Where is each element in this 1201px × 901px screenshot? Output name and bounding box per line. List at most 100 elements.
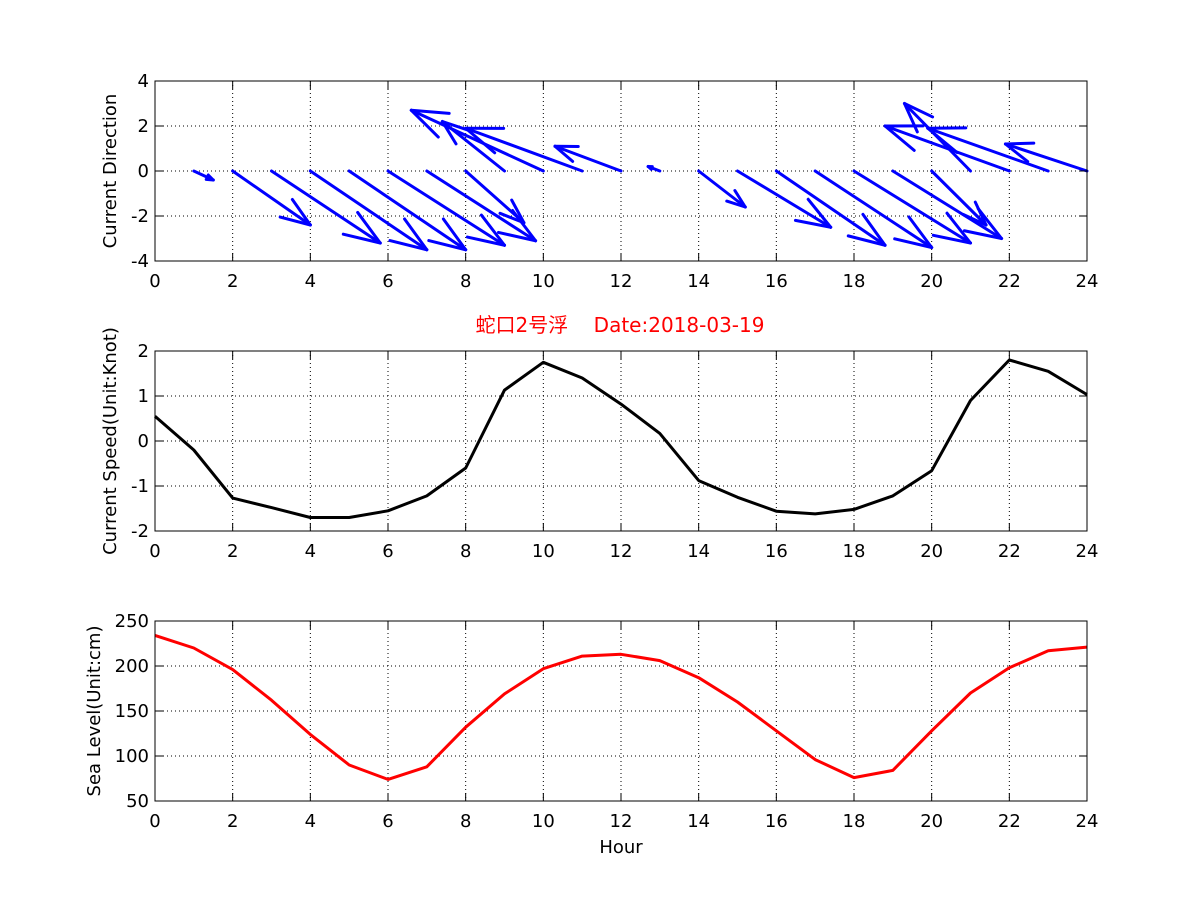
arrow-shaft [409,108,545,173]
y-tick-label: 50 [126,791,149,812]
x-tick-label: 16 [765,541,788,562]
x-tick-label: 18 [843,811,866,832]
current-arrow [409,108,545,173]
arrow-head [388,239,429,252]
x-tick-label: 2 [227,541,238,562]
arrow-head [341,232,382,245]
y-tick-label: -1 [131,476,149,497]
arrow-head [356,210,382,245]
arrow-shaft [308,169,429,252]
arrow-head [510,198,526,225]
y-tick-label: 250 [115,611,149,632]
x-axis-label: Hour [599,837,643,858]
arrow-head [945,211,972,245]
current-arrow [930,169,988,227]
arrow-head [465,235,506,247]
arrow-head [725,199,747,209]
x-tick-label: 18 [843,271,866,292]
current-arrow [646,165,662,173]
x-tick-label: 6 [382,541,393,562]
current-arrow [192,169,215,182]
arrow-head [1003,141,1036,146]
arrow-shaft [425,169,538,243]
arrow-head [290,197,312,227]
x-tick-label: 10 [532,541,555,562]
arrow-head [962,229,1004,240]
arrow-head [496,230,538,243]
arrow-shaft [926,126,1050,173]
y-axis-label: Current Direction [100,94,121,249]
arrow-head [733,189,747,209]
x-tick-label: 24 [1076,541,1099,562]
current-arrow [464,126,584,173]
y-axis-label: Current Speed(Unit:Knot) [100,327,121,555]
y-tick-label: 1 [138,386,149,407]
y-tick-label: 100 [115,746,149,767]
current-arrow [736,169,833,229]
current-arrow [926,126,1050,173]
arrow-shaft [891,169,1004,240]
arrow-head [278,215,312,227]
arrow-shaft [883,124,1011,173]
arrow-shaft [386,169,506,247]
y-tick-label: -2 [131,206,149,227]
x-tick-label: 24 [1076,811,1099,832]
x-tick-label: 22 [998,811,1021,832]
current-arrow [270,169,382,245]
x-tick-label: 20 [920,271,943,292]
y-tick-label: 200 [115,656,149,677]
current-arrow [231,169,312,227]
x-tick-label: 10 [532,811,555,832]
x-tick-label: 22 [998,271,1021,292]
x-tick-label: 8 [460,271,471,292]
x-tick-label: 6 [382,811,393,832]
x-tick-label: 20 [920,811,943,832]
arrow-head [961,212,988,227]
arrow-shaft [464,126,584,173]
arrow-head [464,126,497,155]
arrow-shaft [852,169,972,245]
arrow-head [479,213,506,247]
x-tick-label: 0 [149,271,160,292]
arrow-head [553,144,575,163]
y-tick-label: 0 [138,161,149,182]
x-tick-label: 14 [687,271,710,292]
arrow-head [403,217,429,252]
arrow-shaft [270,169,382,245]
current-arrow [464,169,526,225]
arrow-head [409,108,451,115]
x-tick-label: 12 [610,271,633,292]
x-tick-label: 6 [382,271,393,292]
arrow-head [793,218,833,229]
arrow-head [498,211,526,225]
x-tick-label: 4 [305,811,316,832]
current-arrow [813,169,934,249]
x-tick-label: 16 [765,271,788,292]
x-tick-label: 24 [1076,271,1099,292]
arrow-head [883,124,916,152]
arrow-head [441,217,468,252]
x-tick-label: 4 [305,541,316,562]
arrow-head [931,233,972,245]
y-tick-label: 2 [138,116,149,137]
x-tick-label: 12 [610,541,633,562]
x-tick-label: 8 [460,541,471,562]
x-tick-label: 14 [687,811,710,832]
arrow-shaft [736,169,833,229]
arrow-shaft [464,169,526,225]
y-axis-label: Sea Level(Unit:cm) [84,626,105,797]
current-arrow [386,169,506,247]
arrow-shaft [930,169,988,227]
x-tick-label: 4 [305,271,316,292]
current-arrow [883,124,1011,173]
arrow-head [861,212,887,247]
current-speed-line [154,358,1088,519]
current-arrow [347,169,468,252]
x-tick-label: 12 [610,811,633,832]
arrow-shaft [553,144,623,173]
arrow-head [973,200,988,227]
